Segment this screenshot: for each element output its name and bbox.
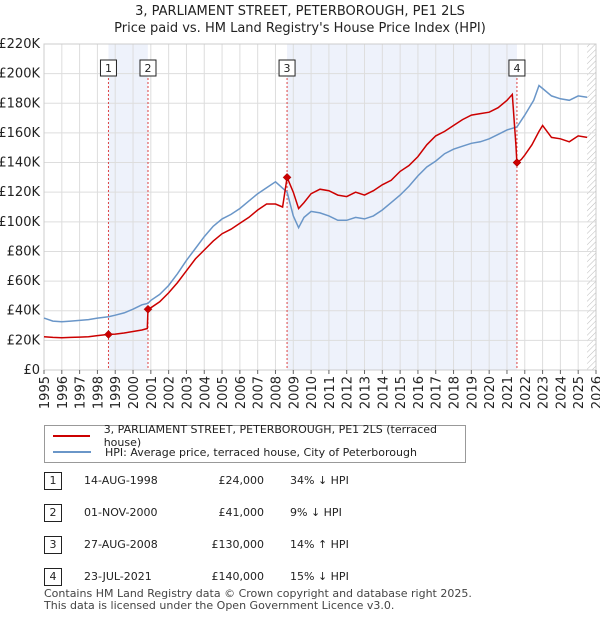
legend-label-property: 3, PARLIAMENT STREET, PETERBOROUGH, PE1 …: [103, 423, 438, 449]
y-tick-label: £40K: [7, 304, 41, 319]
x-tick-label: 2003: [180, 376, 195, 409]
x-tick-label: 2025: [572, 376, 587, 409]
sale-label-text: 2: [144, 62, 151, 75]
footer-copyright: Contains HM Land Registry data © Crown c…: [44, 587, 472, 600]
sale-date: 01-NOV-2000: [84, 506, 158, 519]
y-tick-label: £120K: [0, 185, 40, 200]
property-series-line: [43, 92, 588, 339]
chart-title: 3, PARLIAMENT STREET, PETERBOROUGH, PE1 …: [135, 4, 465, 19]
x-tick-label: 2006: [234, 376, 249, 409]
x-tick-label: 2010: [305, 376, 320, 409]
sale-point-1: [104, 330, 113, 339]
x-tick-label: 2011: [323, 376, 338, 409]
table-row: 2 01-NOV-2000 £41,000 9% ↓ HPI: [44, 504, 464, 524]
table-row: 4 23-JUL-2021 £140,000 15% ↓ HPI: [44, 568, 464, 588]
sale-label-box-1: 1: [99, 59, 117, 77]
sale-hpi-diff: 9% ↓ HPI: [290, 506, 342, 519]
x-tick-label: 2001: [145, 376, 160, 409]
x-tick-label: 2013: [359, 376, 374, 409]
sale-number-badge: 4: [44, 568, 62, 586]
y-tick-label: £200K: [0, 67, 40, 82]
sale-label-frame: [508, 59, 526, 77]
sale-label-text: 4: [513, 62, 520, 75]
x-tick-label: 2016: [412, 376, 427, 409]
sale-label-box-4: 4: [508, 59, 526, 77]
y-tick-label: £60K: [7, 274, 41, 289]
x-tick-label: 2014: [376, 376, 391, 409]
x-tick-label: 2002: [163, 376, 178, 409]
y-tick-label: £100K: [0, 215, 40, 230]
table-row: 1 14-AUG-1998 £24,000 34% ↓ HPI: [44, 472, 464, 492]
sale-point-2: [143, 304, 153, 314]
legend-label-hpi: HPI: Average price, terraced house, City…: [105, 445, 417, 459]
sale-number-badge: 3: [44, 536, 62, 554]
sale-point-4: [512, 158, 522, 167]
sale-label-text: 1: [105, 62, 112, 75]
price-chart: £0 £20K £40K £60K £80K £100K £120K £140K £160K £1…: [0, 37, 600, 409]
legend-item-property: 3, PARLIAMENT STREET, PETERBOROUGH, PE1 …: [53, 423, 465, 449]
sale-price: £140,000: [211, 570, 265, 583]
x-tick-label: 2004: [198, 376, 213, 409]
x-tick-label: 1995: [38, 376, 53, 409]
shaded-range-1: [108, 44, 148, 370]
sale-hpi-diff: 14% ↑ HPI: [290, 538, 349, 551]
legend: 3, PARLIAMENT STREET, PETERBOROUGH, PE1 …: [44, 423, 466, 463]
x-tick-label: 2005: [216, 376, 231, 409]
sale-hpi-diff: 15% ↓ HPI: [290, 570, 349, 583]
footer: Contains HM Land Registry data © Crown c…: [44, 588, 472, 612]
sale-number-badge: 1: [44, 472, 62, 490]
plot-border: [43, 43, 597, 371]
sale-date: 23-JUL-2021: [84, 570, 152, 583]
x-tick-label: 1999: [109, 376, 124, 409]
legend-swatch-property: [53, 435, 90, 437]
y-tick-label: £80K: [7, 244, 41, 259]
chart-subtitle: Price paid vs. HM Land Registry's House …: [114, 21, 486, 36]
x-tick-label: 2009: [287, 376, 302, 409]
x-tick-label: 2020: [483, 376, 498, 409]
x-tick-label: 2017: [430, 376, 445, 409]
x-tick-label: 2019: [465, 376, 480, 409]
sale-price: £41,000: [218, 506, 265, 519]
y-tick-label: £220K: [0, 37, 40, 52]
y-tick-label: £180K: [0, 96, 40, 111]
sale-label-frame: [139, 59, 157, 77]
x-tick-label: 2021: [501, 376, 516, 409]
x-tick-label: 2024: [554, 376, 569, 409]
sale-label-box-3: 3: [278, 59, 296, 77]
x-tick-label: 2007: [252, 376, 267, 409]
future-hatch: [587, 44, 596, 370]
x-tick-label: 2018: [448, 376, 463, 409]
legend-swatch-hpi: [53, 451, 91, 453]
y-tick-label: £0: [23, 363, 40, 378]
x-tick-label: 1996: [56, 376, 71, 409]
x-tick-label: 1998: [91, 376, 106, 409]
x-tick-label: 2026: [590, 376, 600, 409]
footer-licence: This data is licensed under the Open Gov…: [44, 599, 395, 612]
sale-point-3: [282, 173, 292, 182]
x-tick-label: 2015: [394, 376, 409, 409]
hpi-series-line: [43, 84, 588, 323]
sale-hpi-diff: 34% ↓ HPI: [290, 474, 349, 487]
x-tick-label: 2023: [537, 376, 552, 409]
sale-number-badge: 2: [44, 504, 62, 522]
x-tick-label: 1997: [74, 376, 89, 409]
x-tick-label: 2000: [127, 376, 142, 409]
sale-price: £130,000: [211, 538, 265, 551]
y-tick-label: £160K: [0, 126, 40, 141]
sale-price: £24,000: [218, 474, 265, 487]
sale-label-frame: [99, 59, 117, 77]
y-tick-label: £140K: [0, 156, 40, 171]
shaded-range-2: [287, 44, 517, 370]
table-row: 3 27-AUG-2008 £130,000 14% ↑ HPI: [44, 536, 464, 556]
sale-date: 27-AUG-2008: [84, 538, 158, 551]
sale-date: 14-AUG-1998: [84, 474, 158, 487]
sale-label-text: 3: [284, 62, 291, 75]
sale-label-box-2: 2: [139, 59, 157, 77]
x-tick-label: 2022: [519, 376, 534, 409]
x-tick-label: 2008: [269, 376, 284, 409]
y-tick-label: £20K: [7, 333, 41, 348]
x-tick-label: 2012: [341, 376, 356, 409]
sale-label-frame: [278, 59, 296, 77]
legend-item-hpi: HPI: Average price, terraced house, City…: [53, 444, 417, 460]
